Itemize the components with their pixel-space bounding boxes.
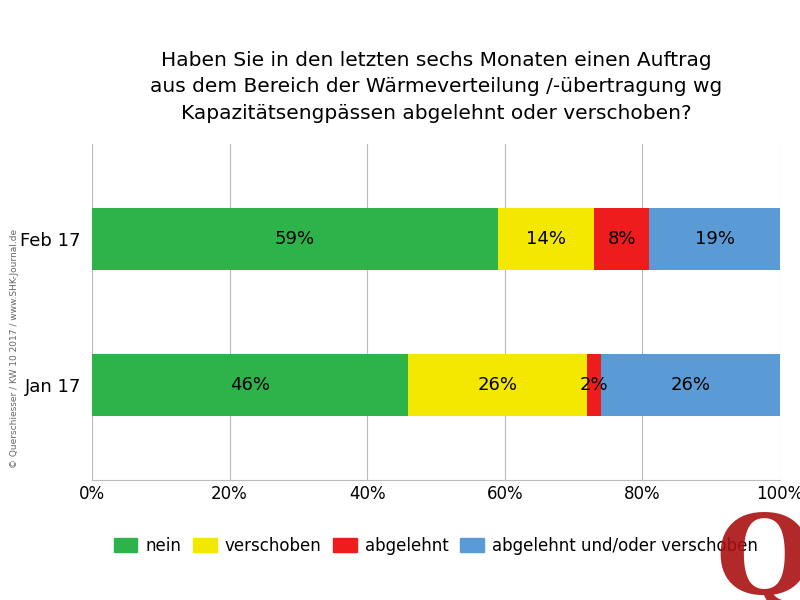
Text: 46%: 46% (230, 376, 270, 394)
Legend: nein, verschoben, abgelehnt, abgelehnt und/oder verschoben: nein, verschoben, abgelehnt, abgelehnt u… (109, 532, 763, 560)
Bar (92, 355, 409, 416)
Text: 26%: 26% (670, 376, 710, 394)
Text: © Querschiesser / KW 10 2017 / www.SHK-Journal.de: © Querschiesser / KW 10 2017 / www.SHK-J… (10, 229, 18, 467)
Text: 14%: 14% (526, 230, 566, 248)
Title: Haben Sie in den letzten sechs Monaten einen Auftrag
aus dem Bereich der Wärmeve: Haben Sie in den letzten sechs Monaten e… (150, 51, 722, 123)
Bar (601, 355, 780, 416)
Text: 59%: 59% (275, 230, 315, 248)
Bar (594, 208, 650, 269)
Bar (409, 355, 587, 416)
Text: 8%: 8% (607, 230, 636, 248)
Bar (92, 208, 498, 269)
Bar (650, 208, 780, 269)
Text: 19%: 19% (694, 230, 734, 248)
Text: 26%: 26% (478, 376, 518, 394)
Text: 2%: 2% (580, 376, 609, 394)
Bar (498, 208, 594, 269)
Bar (587, 355, 601, 416)
Text: Q: Q (716, 511, 800, 600)
